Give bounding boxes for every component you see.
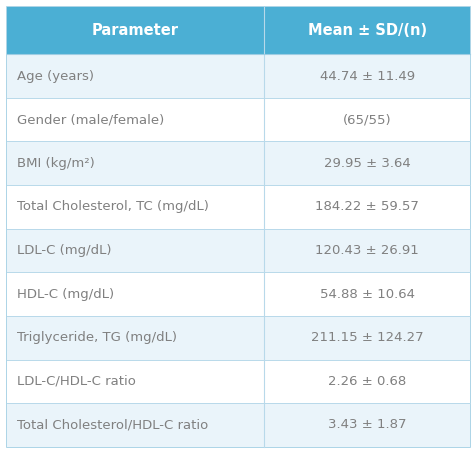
FancyBboxPatch shape bbox=[7, 272, 469, 316]
Text: Total Cholesterol, TC (mg/dL): Total Cholesterol, TC (mg/dL) bbox=[17, 200, 208, 213]
FancyBboxPatch shape bbox=[7, 229, 469, 272]
Text: HDL-C (mg/dL): HDL-C (mg/dL) bbox=[17, 288, 114, 301]
FancyBboxPatch shape bbox=[7, 316, 469, 360]
Text: Total Cholesterol/HDL-C ratio: Total Cholesterol/HDL-C ratio bbox=[17, 419, 208, 431]
Text: 211.15 ± 124.27: 211.15 ± 124.27 bbox=[310, 331, 423, 344]
FancyBboxPatch shape bbox=[7, 98, 469, 142]
Text: BMI (kg/m²): BMI (kg/m²) bbox=[17, 157, 95, 170]
Text: Gender (male/female): Gender (male/female) bbox=[17, 113, 164, 126]
Text: Triglyceride, TG (mg/dL): Triglyceride, TG (mg/dL) bbox=[17, 331, 177, 344]
Text: 54.88 ± 10.64: 54.88 ± 10.64 bbox=[319, 288, 414, 301]
FancyBboxPatch shape bbox=[7, 403, 469, 447]
FancyBboxPatch shape bbox=[7, 142, 469, 185]
Text: Age (years): Age (years) bbox=[17, 69, 94, 83]
FancyBboxPatch shape bbox=[7, 7, 469, 447]
Text: 2.26 ± 0.68: 2.26 ± 0.68 bbox=[327, 375, 406, 388]
FancyBboxPatch shape bbox=[7, 7, 469, 54]
Text: 184.22 ± 59.57: 184.22 ± 59.57 bbox=[315, 200, 418, 213]
Text: 120.43 ± 26.91: 120.43 ± 26.91 bbox=[315, 244, 418, 257]
FancyBboxPatch shape bbox=[7, 185, 469, 229]
Text: LDL-C/HDL-C ratio: LDL-C/HDL-C ratio bbox=[17, 375, 136, 388]
Text: 3.43 ± 1.87: 3.43 ± 1.87 bbox=[327, 419, 406, 431]
Text: Parameter: Parameter bbox=[92, 23, 178, 38]
Text: (65/55): (65/55) bbox=[342, 113, 391, 126]
Text: 44.74 ± 11.49: 44.74 ± 11.49 bbox=[319, 69, 414, 83]
FancyBboxPatch shape bbox=[7, 54, 469, 98]
Text: LDL-C (mg/dL): LDL-C (mg/dL) bbox=[17, 244, 111, 257]
Text: Mean ± SD/(n): Mean ± SD/(n) bbox=[307, 23, 426, 38]
FancyBboxPatch shape bbox=[7, 360, 469, 403]
Text: 29.95 ± 3.64: 29.95 ± 3.64 bbox=[323, 157, 410, 170]
